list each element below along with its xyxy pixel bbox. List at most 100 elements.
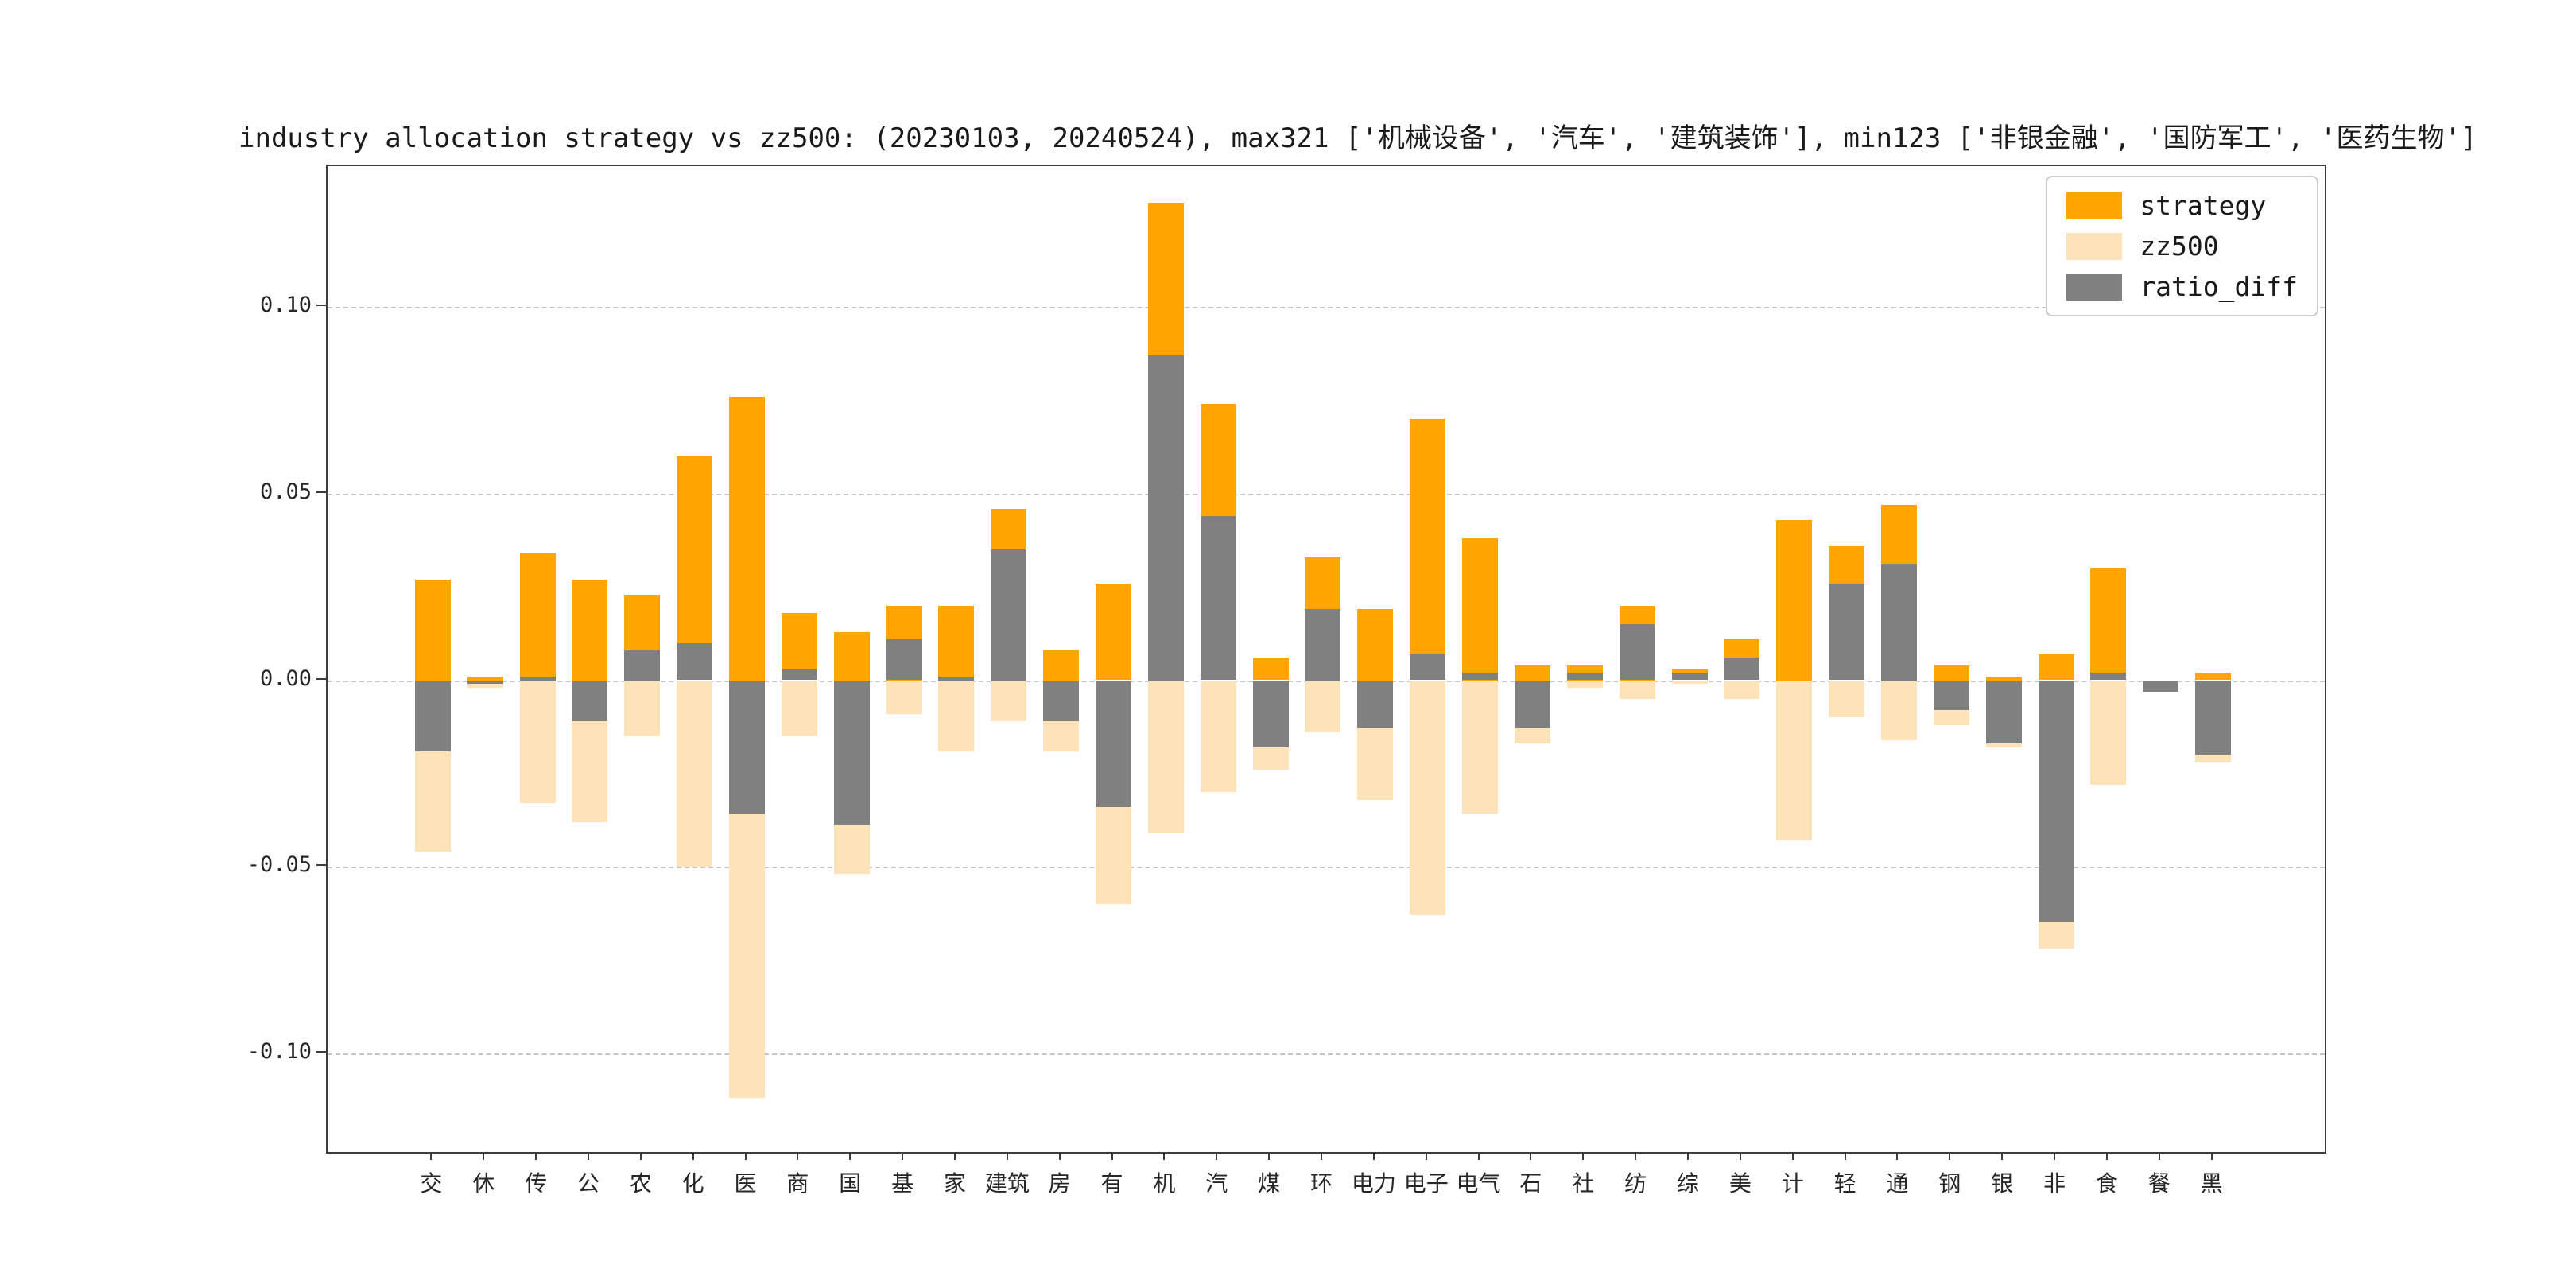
bar-zz500: [1880, 680, 1917, 740]
x-tick-mark: [1739, 1152, 1741, 1160]
bar-zz500: [991, 680, 1027, 722]
y-tick-label: -0.10: [246, 1038, 312, 1064]
x-tick-label: 计: [1781, 1170, 1804, 1197]
legend-label-ratio-diff: ratio_diff: [2140, 271, 2298, 302]
bar-ratio-diff: [467, 680, 503, 685]
x-tick-mark: [1582, 1152, 1585, 1160]
bar-strategy: [781, 613, 817, 681]
y-tick-label: 0.05: [259, 479, 312, 504]
bar-strategy: [1776, 519, 1813, 681]
bar-zz500: [1462, 680, 1499, 815]
x-tick-label: 农: [629, 1170, 652, 1197]
bar-zz500: [1410, 680, 1446, 916]
x-tick-label: 基: [891, 1170, 914, 1197]
x-tick-mark: [430, 1152, 433, 1160]
bar-strategy: [729, 396, 766, 681]
legend-label-strategy: strategy: [2140, 190, 2267, 221]
x-tick-label: 化: [681, 1170, 704, 1197]
bar-ratio-diff: [1096, 680, 1132, 808]
gridline: [328, 867, 2325, 869]
bar-strategy: [2090, 568, 2127, 681]
x-tick-mark: [1163, 1152, 1166, 1160]
x-tick-label: 环: [1309, 1170, 1333, 1197]
x-tick-label: 电气: [1456, 1170, 1501, 1197]
y-tick-mark: [316, 305, 326, 307]
bar-strategy: [1357, 609, 1394, 681]
bar-ratio-diff: [1200, 516, 1236, 681]
bar-strategy: [938, 605, 975, 681]
bar-zz500: [1619, 680, 1655, 699]
bar-strategy: [677, 456, 713, 681]
bar-ratio-diff: [833, 680, 870, 826]
x-tick-mark: [1896, 1152, 1899, 1160]
bar-strategy: [833, 631, 870, 681]
x-tick-label: 建筑: [984, 1170, 1030, 1197]
bar-ratio-diff: [1514, 680, 1550, 729]
x-tick-mark: [849, 1152, 852, 1160]
legend-swatch-zz500: [2066, 232, 2123, 260]
x-tick-mark: [1006, 1152, 1008, 1160]
x-tick-label: 非: [2043, 1170, 2066, 1197]
bar-ratio-diff: [991, 549, 1027, 681]
bar-zz500: [886, 680, 922, 714]
bar-ratio-diff: [572, 680, 608, 722]
y-tick-mark: [316, 491, 326, 493]
bar-zz500: [1200, 680, 1236, 793]
x-tick-label: 传: [525, 1170, 548, 1197]
legend-item-zz500: zz500: [2066, 231, 2298, 262]
bar-zz500: [938, 680, 975, 751]
bar-strategy: [1096, 583, 1132, 681]
y-tick-label: 0.00: [259, 665, 312, 691]
x-tick-mark: [535, 1152, 537, 1160]
x-tick-label: 食: [2095, 1170, 2118, 1197]
bar-zz500: [1671, 680, 1708, 685]
x-tick-label: 煤: [1258, 1170, 1281, 1197]
x-tick-label: 公: [576, 1170, 599, 1197]
x-tick-label: 通: [1886, 1170, 1909, 1197]
x-tick-mark: [1477, 1152, 1480, 1160]
bar-strategy: [1410, 419, 1446, 681]
bar-strategy: [467, 676, 503, 681]
x-tick-label: 家: [943, 1170, 966, 1197]
bar-ratio-diff: [1462, 673, 1499, 681]
bar-zz500: [467, 680, 503, 688]
bar-ratio-diff: [519, 676, 556, 681]
x-tick-label: 有: [1100, 1170, 1123, 1197]
x-tick-mark: [639, 1152, 642, 1160]
bar-strategy: [2038, 654, 2074, 681]
x-tick-mark: [1844, 1152, 1846, 1160]
x-tick-mark: [2105, 1152, 2108, 1160]
bar-ratio-diff: [1410, 654, 1446, 681]
bar-zz500: [1305, 680, 1341, 733]
bar-ratio-diff: [624, 650, 661, 681]
bar-ratio-diff: [1671, 673, 1708, 681]
bar-ratio-diff: [677, 642, 713, 681]
x-tick-mark: [1530, 1152, 1532, 1160]
y-tick-label: -0.05: [246, 852, 312, 878]
bar-zz500: [624, 680, 661, 736]
x-tick-label: 房: [1048, 1170, 1071, 1197]
x-tick-mark: [1635, 1152, 1637, 1160]
bar-strategy: [1985, 676, 2022, 681]
x-tick-mark: [797, 1152, 799, 1160]
x-tick-label: 轻: [1833, 1170, 1856, 1197]
legend-item-ratio-diff: ratio_diff: [2066, 271, 2298, 302]
x-tick-label: 国: [839, 1170, 862, 1197]
bar-ratio-diff: [1880, 564, 1917, 681]
x-tick-label: 医: [734, 1170, 757, 1197]
x-tick-label: 纺: [1624, 1170, 1647, 1197]
x-tick-label: 钢: [1938, 1170, 1961, 1197]
bar-strategy: [414, 579, 451, 681]
legend-label-zz500: zz500: [2140, 231, 2219, 262]
x-tick-label: 汽: [1205, 1170, 1228, 1197]
plot-area: strategy zz500 ratio_diff: [326, 165, 2326, 1154]
bar-ratio-diff: [2143, 680, 2179, 692]
x-tick-mark: [1058, 1152, 1061, 1160]
x-tick-mark: [1791, 1152, 1794, 1160]
gridline: [328, 1053, 2325, 1055]
x-tick-label: 餐: [2147, 1170, 2171, 1197]
gridline: [328, 493, 2325, 495]
x-tick-mark: [483, 1152, 485, 1160]
bar-strategy: [2195, 673, 2232, 681]
